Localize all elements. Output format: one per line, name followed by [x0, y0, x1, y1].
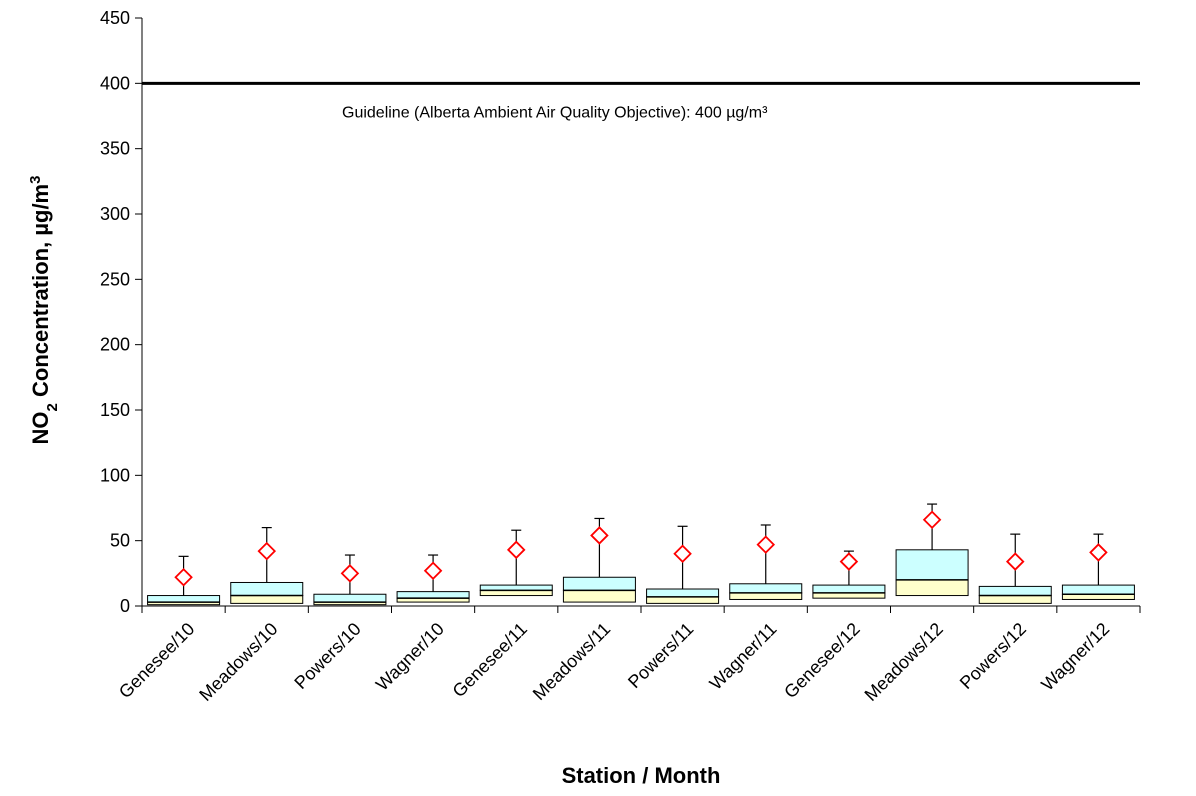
box-lower — [479, 589, 553, 597]
axes — [135, 17, 1141, 613]
x-category-label: Genesee/11 — [449, 619, 532, 702]
box-upper — [147, 595, 221, 603]
box-upper — [562, 576, 636, 591]
box-upper — [646, 588, 720, 598]
box-lower — [562, 589, 636, 603]
mean-marker — [673, 544, 692, 564]
x-category-label: Wagner/11 — [706, 619, 781, 694]
y-tick-label: 200 — [100, 335, 130, 355]
x-category-label: Genesee/10 — [115, 619, 198, 702]
x-category-label: Powers/11 — [624, 619, 697, 692]
y-tick-label: 100 — [100, 465, 130, 485]
x-category-label: Meadows/10 — [195, 619, 281, 705]
plot-area — [142, 81, 1140, 606]
box-lower — [1061, 593, 1135, 600]
mean-marker — [1089, 543, 1108, 562]
box-upper — [479, 584, 553, 591]
y-tick-label: 150 — [100, 400, 130, 420]
y-axis-title-subscript: 2 — [44, 403, 61, 411]
x-category-label: Wagner/10 — [372, 619, 448, 695]
y-tick-label: 350 — [100, 139, 130, 159]
box-lower — [230, 595, 304, 604]
mean-marker — [1005, 552, 1025, 571]
y-tick-label: 0 — [120, 596, 130, 616]
box-lower — [729, 592, 803, 600]
box-lower — [895, 579, 969, 597]
guideline-label: Guideline (Alberta Ambient Air Quality O… — [342, 104, 768, 121]
box-upper — [978, 585, 1052, 597]
box-upper — [313, 593, 387, 603]
mean-marker — [922, 510, 942, 530]
box-lower — [812, 592, 886, 599]
x-category-label: Genesee/12 — [780, 619, 863, 702]
x-category-label: Wagner/12 — [1037, 619, 1113, 695]
box-upper — [1061, 584, 1135, 595]
mean-marker — [423, 561, 443, 580]
box-upper — [895, 549, 969, 581]
mean-marker — [756, 535, 776, 554]
box-lower — [978, 595, 1052, 604]
y-tick-label: 250 — [100, 269, 130, 289]
mean-marker — [839, 552, 859, 571]
y-tick-label: 50 — [110, 531, 130, 551]
x-category-label: Powers/10 — [290, 619, 364, 693]
box-upper — [812, 584, 886, 594]
mean-marker — [590, 526, 609, 545]
x-axis-title: Station / Month — [562, 763, 721, 788]
x-category-label: Meadows/11 — [529, 619, 614, 704]
box-upper — [729, 583, 803, 594]
box-upper — [230, 581, 304, 597]
y-axis-title: NO2 Concentration, µg/m3 — [27, 176, 61, 445]
mean-marker — [340, 564, 360, 583]
y-axis-title-superscript: 3 — [27, 176, 44, 184]
y-axis-title-rest: Concentration, µg/m — [28, 184, 53, 403]
y-tick-label: 400 — [100, 73, 130, 93]
x-category-label: Powers/12 — [956, 619, 1030, 693]
mean-marker — [174, 567, 193, 587]
mean-marker — [257, 541, 277, 561]
mean-marker — [506, 540, 526, 560]
y-tick-label: 450 — [100, 8, 130, 28]
y-axis-title-prefix: NO — [28, 411, 53, 444]
x-category-label: Meadows/12 — [861, 619, 947, 705]
box-lower — [646, 596, 720, 604]
y-tick-label: 300 — [100, 204, 130, 224]
box-upper — [396, 591, 470, 599]
